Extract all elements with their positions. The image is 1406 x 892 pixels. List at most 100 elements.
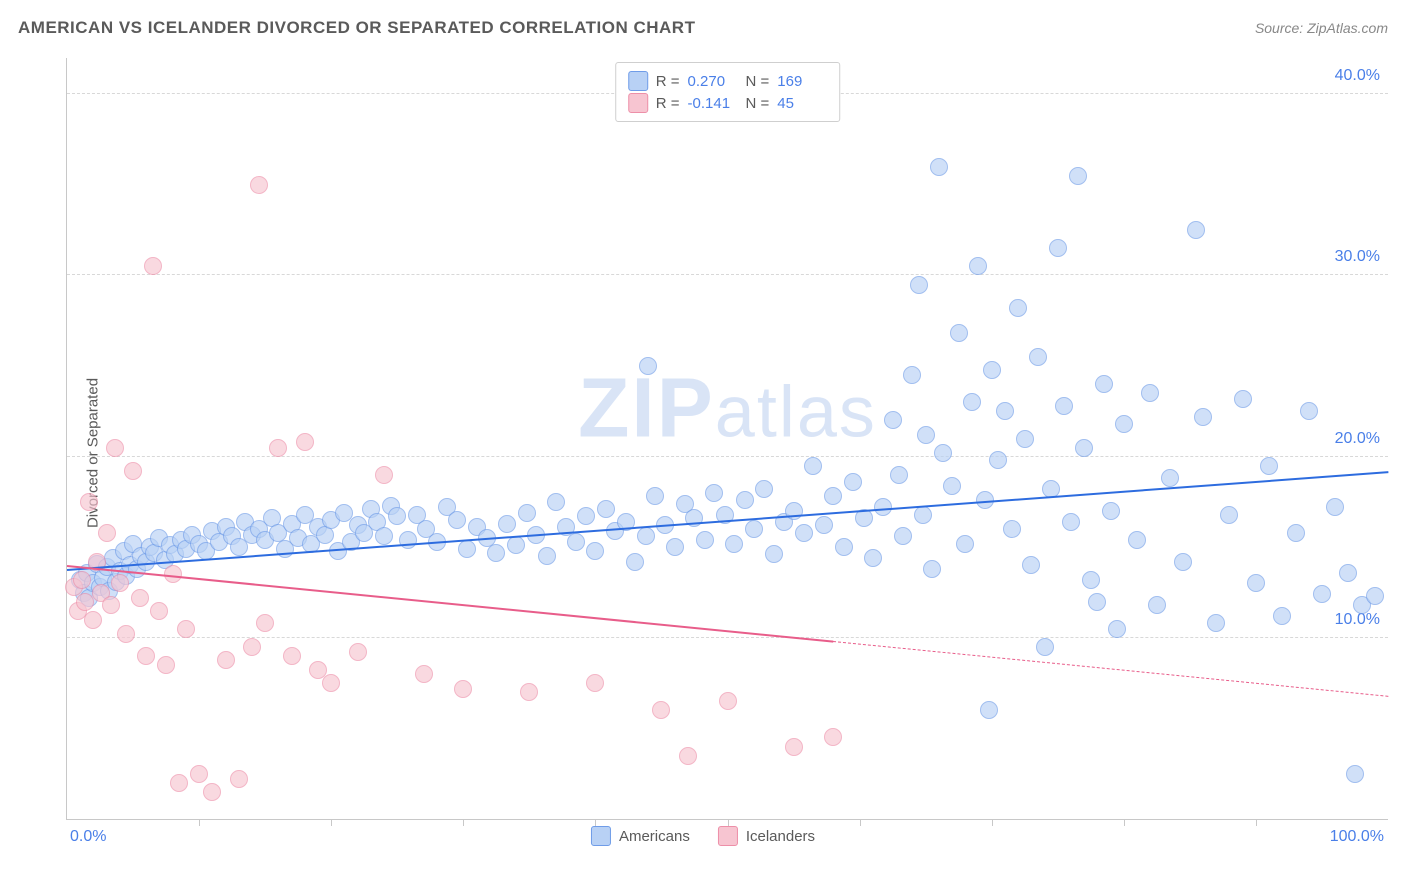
data-point — [322, 674, 340, 692]
x-tick — [199, 819, 200, 826]
data-point — [547, 493, 565, 511]
r-label: R = — [656, 95, 680, 112]
data-point — [989, 451, 1007, 469]
x-axis-max-label: 100.0% — [1330, 828, 1384, 846]
r-value-icelanders: -0.141 — [688, 95, 738, 112]
data-point — [910, 276, 928, 294]
chart-area: Divorced or Separated ZIPatlas R = 0.270… — [18, 58, 1388, 848]
data-point — [518, 504, 536, 522]
legend-label-americans: Americans — [619, 828, 690, 845]
data-point — [250, 176, 268, 194]
data-point — [1055, 397, 1073, 415]
data-point — [639, 357, 657, 375]
data-point — [844, 473, 862, 491]
legend-swatch-icelanders — [628, 93, 648, 113]
data-point — [824, 728, 842, 746]
data-point — [923, 560, 941, 578]
data-point — [626, 553, 644, 571]
data-point — [824, 487, 842, 505]
series-legend: Americans Icelanders — [591, 826, 815, 846]
data-point — [835, 538, 853, 556]
watermark: ZIPatlas — [578, 360, 877, 457]
gridline — [67, 456, 1388, 457]
legend-item-americans: Americans — [591, 826, 690, 846]
data-point — [914, 506, 932, 524]
data-point — [679, 747, 697, 765]
data-point — [1022, 556, 1040, 574]
data-point — [1148, 596, 1166, 614]
data-point — [256, 614, 274, 632]
stats-legend: R = 0.270 N = 169 R = -0.141 N = 45 — [615, 62, 841, 122]
data-point — [652, 701, 670, 719]
data-point — [894, 527, 912, 545]
data-point — [1082, 571, 1100, 589]
data-point — [597, 500, 615, 518]
data-point — [150, 602, 168, 620]
data-point — [637, 527, 655, 545]
r-value-americans: 0.270 — [688, 73, 738, 90]
x-tick — [1256, 819, 1257, 826]
x-tick — [331, 819, 332, 826]
data-point — [567, 533, 585, 551]
x-tick — [860, 819, 861, 826]
data-point — [454, 680, 472, 698]
data-point — [1273, 607, 1291, 625]
data-point — [111, 574, 129, 592]
data-point — [745, 520, 763, 538]
data-point — [980, 701, 998, 719]
gridline — [67, 274, 1388, 275]
data-point — [963, 393, 981, 411]
data-point — [1187, 221, 1205, 239]
data-point — [1326, 498, 1344, 516]
source-label: Source: ZipAtlas.com — [1255, 20, 1388, 36]
data-point — [498, 515, 516, 533]
data-point — [520, 683, 538, 701]
data-point — [117, 625, 135, 643]
data-point — [487, 544, 505, 562]
n-value-americans: 169 — [777, 73, 827, 90]
data-point — [1260, 457, 1278, 475]
data-point — [131, 589, 149, 607]
data-point — [1102, 502, 1120, 520]
data-point — [996, 402, 1014, 420]
data-point — [725, 535, 743, 553]
data-point — [1300, 402, 1318, 420]
data-point — [1088, 593, 1106, 611]
data-point — [1128, 531, 1146, 549]
data-point — [815, 516, 833, 534]
data-point — [586, 542, 604, 560]
data-point — [1220, 506, 1238, 524]
legend-item-icelanders: Icelanders — [718, 826, 815, 846]
x-tick — [463, 819, 464, 826]
data-point — [1366, 587, 1384, 605]
data-point — [1234, 390, 1252, 408]
data-point — [137, 647, 155, 665]
data-point — [349, 643, 367, 661]
data-point — [795, 524, 813, 542]
data-point — [950, 324, 968, 342]
chart-title: AMERICAN VS ICELANDER DIVORCED OR SEPARA… — [18, 18, 695, 38]
data-point — [283, 647, 301, 665]
data-point — [930, 158, 948, 176]
data-point — [1029, 348, 1047, 366]
data-point — [296, 433, 314, 451]
data-point — [415, 665, 433, 683]
data-point — [84, 611, 102, 629]
data-point — [157, 656, 175, 674]
data-point — [190, 765, 208, 783]
data-point — [1016, 430, 1034, 448]
gridline — [67, 637, 1388, 638]
x-axis-min-label: 0.0% — [70, 828, 106, 846]
y-tick-label: 30.0% — [1335, 248, 1380, 266]
data-point — [230, 770, 248, 788]
data-point — [903, 366, 921, 384]
data-point — [1194, 408, 1212, 426]
legend-row-americans: R = 0.270 N = 169 — [628, 71, 828, 91]
data-point — [1313, 585, 1331, 603]
data-point — [943, 477, 961, 495]
data-point — [1009, 299, 1027, 317]
data-point — [646, 487, 664, 505]
data-point — [1174, 553, 1192, 571]
data-point — [243, 638, 261, 656]
data-point — [1247, 574, 1265, 592]
